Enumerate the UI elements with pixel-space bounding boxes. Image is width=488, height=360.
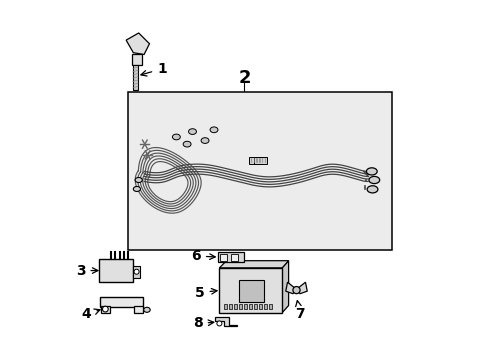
Circle shape: [217, 321, 222, 326]
Bar: [244, 304, 247, 309]
Ellipse shape: [172, 134, 180, 140]
Ellipse shape: [135, 177, 142, 183]
Bar: [248, 157, 261, 164]
Bar: [101, 306, 110, 313]
Polygon shape: [215, 318, 236, 326]
Bar: [264, 304, 267, 309]
Bar: [131, 54, 142, 65]
Polygon shape: [285, 282, 296, 294]
Bar: [133, 64, 138, 90]
Bar: [228, 304, 232, 309]
Polygon shape: [296, 282, 306, 294]
Bar: [99, 259, 133, 282]
Bar: [217, 252, 244, 262]
Bar: [231, 254, 237, 261]
Bar: [238, 304, 242, 309]
Bar: [220, 254, 226, 261]
Ellipse shape: [368, 176, 379, 184]
Ellipse shape: [143, 307, 150, 312]
Bar: [133, 266, 140, 278]
Ellipse shape: [366, 186, 377, 193]
Circle shape: [102, 306, 108, 312]
Bar: [254, 157, 266, 164]
Ellipse shape: [210, 127, 218, 133]
Bar: [233, 304, 237, 309]
Polygon shape: [219, 261, 288, 268]
Text: 7: 7: [295, 301, 305, 321]
Circle shape: [292, 287, 300, 294]
Text: 5: 5: [194, 285, 217, 300]
Text: 4: 4: [81, 307, 100, 321]
Text: 6: 6: [191, 249, 215, 263]
Ellipse shape: [133, 186, 140, 192]
Bar: [253, 304, 257, 309]
Text: 2: 2: [238, 69, 250, 87]
Bar: [128, 92, 391, 250]
Bar: [258, 304, 262, 309]
Bar: [268, 304, 272, 309]
Bar: [248, 304, 252, 309]
Bar: [219, 268, 282, 313]
Bar: [223, 304, 227, 309]
Polygon shape: [126, 33, 149, 54]
Text: 8: 8: [193, 316, 213, 330]
Ellipse shape: [188, 129, 196, 134]
Polygon shape: [282, 261, 288, 313]
Text: 1: 1: [141, 62, 166, 76]
Bar: [239, 280, 264, 302]
Bar: [134, 306, 143, 313]
Ellipse shape: [183, 141, 191, 147]
Bar: [100, 297, 143, 307]
Ellipse shape: [201, 138, 208, 143]
Circle shape: [134, 269, 139, 274]
Ellipse shape: [366, 168, 376, 175]
Text: 3: 3: [76, 264, 98, 278]
